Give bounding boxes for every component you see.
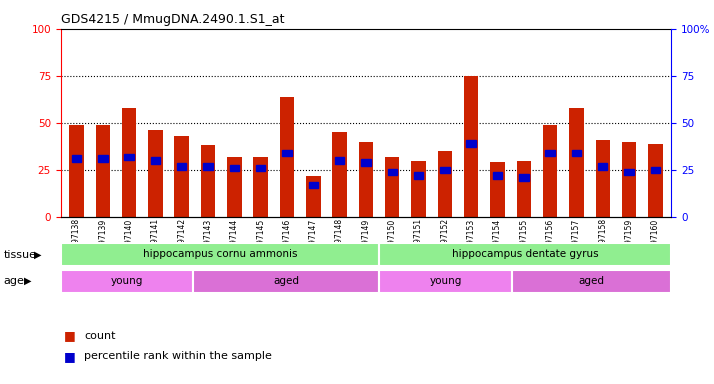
- Text: ▶: ▶: [24, 276, 32, 286]
- Bar: [595, 140, 610, 217]
- Bar: [174, 136, 189, 217]
- Text: aged: aged: [273, 276, 299, 286]
- Bar: [438, 151, 452, 217]
- Bar: [385, 157, 399, 217]
- Bar: [512, 270, 671, 293]
- Bar: [650, 167, 660, 173]
- Bar: [622, 142, 636, 217]
- Bar: [333, 132, 347, 217]
- Bar: [253, 157, 268, 217]
- Bar: [122, 108, 136, 217]
- Bar: [624, 169, 634, 175]
- Text: aged: aged: [578, 276, 605, 286]
- Bar: [149, 131, 163, 217]
- Bar: [69, 125, 84, 217]
- Bar: [493, 172, 502, 179]
- Bar: [124, 154, 134, 160]
- Text: hippocampus cornu ammonis: hippocampus cornu ammonis: [143, 249, 297, 259]
- Bar: [491, 162, 505, 217]
- Bar: [306, 175, 321, 217]
- Bar: [335, 157, 344, 164]
- Bar: [256, 165, 266, 171]
- Bar: [308, 182, 318, 189]
- Text: young: young: [111, 276, 144, 286]
- Bar: [519, 174, 528, 181]
- Bar: [648, 144, 663, 217]
- Text: GDS4215 / MmugDNA.2490.1.S1_at: GDS4215 / MmugDNA.2490.1.S1_at: [61, 13, 284, 26]
- Bar: [98, 156, 108, 162]
- Bar: [230, 165, 239, 171]
- Bar: [388, 169, 397, 175]
- Bar: [379, 270, 512, 293]
- Bar: [543, 125, 558, 217]
- Bar: [598, 163, 608, 170]
- Bar: [193, 270, 379, 293]
- Bar: [516, 161, 531, 217]
- Text: age: age: [4, 276, 24, 286]
- Bar: [569, 108, 583, 217]
- Bar: [177, 163, 186, 170]
- Bar: [361, 159, 371, 166]
- Text: ▶: ▶: [34, 250, 42, 260]
- Bar: [440, 167, 450, 173]
- Bar: [61, 270, 193, 293]
- Text: young: young: [429, 276, 462, 286]
- Text: tissue: tissue: [4, 250, 36, 260]
- Text: count: count: [84, 331, 116, 341]
- Bar: [280, 96, 294, 217]
- Bar: [71, 156, 81, 162]
- Bar: [358, 142, 373, 217]
- Bar: [466, 141, 476, 147]
- Text: ■: ■: [64, 329, 76, 343]
- Bar: [282, 150, 292, 156]
- Bar: [61, 243, 379, 266]
- Bar: [96, 125, 110, 217]
- Bar: [414, 172, 423, 179]
- Bar: [203, 163, 213, 170]
- Text: hippocampus dentate gyrus: hippocampus dentate gyrus: [452, 249, 598, 259]
- Bar: [545, 150, 555, 156]
- Bar: [227, 157, 241, 217]
- Bar: [411, 161, 426, 217]
- Bar: [201, 146, 216, 217]
- Bar: [151, 157, 160, 164]
- Text: percentile rank within the sample: percentile rank within the sample: [84, 351, 272, 361]
- Bar: [379, 243, 671, 266]
- Text: ■: ■: [64, 350, 76, 363]
- Bar: [572, 150, 581, 156]
- Bar: [464, 76, 478, 217]
